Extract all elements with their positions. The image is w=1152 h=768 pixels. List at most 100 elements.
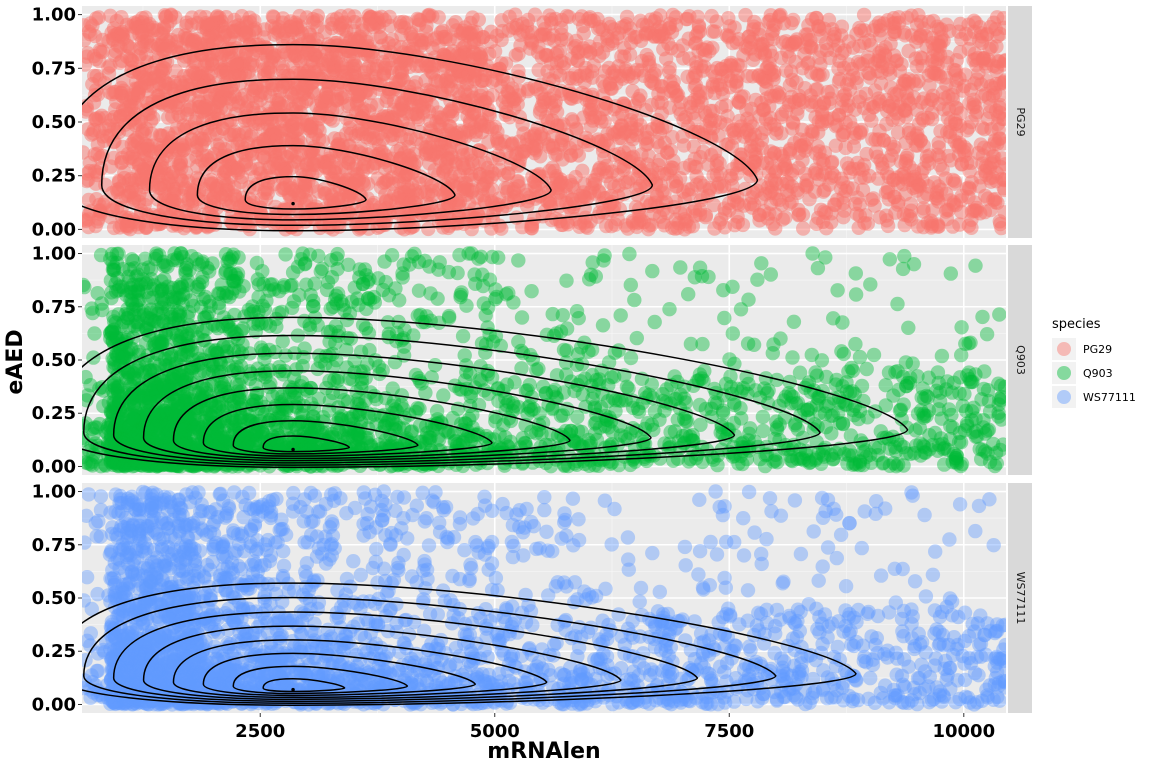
data-point <box>413 307 428 322</box>
data-point <box>115 423 130 438</box>
data-point <box>820 84 835 100</box>
data-point <box>781 175 796 191</box>
data-point <box>179 433 194 448</box>
data-point <box>617 175 633 190</box>
data-point <box>391 103 406 119</box>
data-point <box>150 335 165 350</box>
data-point <box>466 74 481 89</box>
data-point <box>468 276 483 291</box>
data-point <box>442 211 457 226</box>
data-point <box>620 432 635 447</box>
data-point <box>294 96 309 111</box>
data-point <box>494 221 509 236</box>
facet-panels: PG290.000.250.500.751.00Q9030.000.250.50… <box>32 5 1032 715</box>
data-point <box>918 445 933 460</box>
data-point <box>966 92 981 108</box>
data-point <box>910 126 925 141</box>
data-point <box>303 144 318 159</box>
data-point <box>931 140 946 155</box>
data-point <box>127 408 143 424</box>
data-point <box>216 338 231 354</box>
data-point <box>676 184 691 199</box>
data-point <box>695 454 710 470</box>
data-point <box>599 218 614 234</box>
data-point <box>498 430 513 445</box>
data-point <box>234 346 250 361</box>
data-point <box>945 172 961 188</box>
data-point <box>143 38 159 54</box>
data-point <box>459 358 474 373</box>
data-point <box>569 121 584 136</box>
data-point <box>117 455 132 470</box>
data-point <box>951 139 967 155</box>
data-point <box>601 60 617 76</box>
data-point <box>860 53 876 68</box>
data-point <box>824 215 839 230</box>
data-point <box>962 164 977 179</box>
data-point <box>392 420 407 436</box>
data-point <box>746 337 762 352</box>
data-point <box>202 28 217 44</box>
y-tick-label: 0.25 <box>32 166 76 187</box>
data-point <box>723 73 739 88</box>
data-point <box>993 26 1006 42</box>
data-point <box>917 439 932 455</box>
data-point <box>246 304 261 319</box>
data-point <box>131 422 146 438</box>
data-point <box>145 421 160 436</box>
data-point <box>181 153 196 168</box>
data-point <box>845 402 861 418</box>
data-point <box>281 431 297 446</box>
data-point <box>178 434 193 449</box>
data-point <box>95 44 111 59</box>
data-point <box>778 210 793 225</box>
data-point <box>170 253 185 268</box>
data-point <box>156 450 171 465</box>
data-point <box>256 30 272 45</box>
data-point <box>836 127 851 142</box>
data-point <box>887 48 902 63</box>
data-point <box>151 415 166 430</box>
data-point <box>193 299 209 315</box>
data-point <box>115 429 131 445</box>
data-point <box>831 107 846 123</box>
contour-line <box>82 43 759 232</box>
data-point <box>178 266 193 281</box>
data-point <box>124 252 139 267</box>
data-point <box>135 438 150 453</box>
data-point <box>263 55 279 70</box>
data-point <box>419 418 434 434</box>
data-point <box>322 348 337 363</box>
data-point <box>989 456 1004 471</box>
data-point <box>124 351 139 366</box>
data-point <box>925 35 940 51</box>
data-point <box>230 390 245 405</box>
data-point <box>996 437 1006 452</box>
data-point <box>766 72 781 87</box>
data-point <box>785 389 801 405</box>
data-point <box>585 367 600 383</box>
data-point <box>238 46 254 61</box>
data-point <box>123 185 138 200</box>
data-point <box>691 44 706 59</box>
data-point <box>440 425 455 440</box>
data-point <box>682 9 697 24</box>
data-point <box>108 284 124 299</box>
data-point <box>997 379 1006 395</box>
data-point <box>262 318 278 334</box>
data-point <box>871 171 886 186</box>
data-point <box>475 188 490 203</box>
points-PG29 <box>82 7 1006 237</box>
data-point <box>158 358 173 373</box>
data-point <box>140 95 155 111</box>
data-point <box>577 371 593 386</box>
data-point <box>691 18 707 33</box>
data-point <box>164 349 179 364</box>
data-point <box>285 435 301 450</box>
data-point <box>258 370 273 385</box>
data-point <box>337 68 352 84</box>
data-point <box>767 146 782 161</box>
data-point <box>209 409 224 424</box>
data-point <box>173 399 188 414</box>
data-point <box>984 39 999 54</box>
